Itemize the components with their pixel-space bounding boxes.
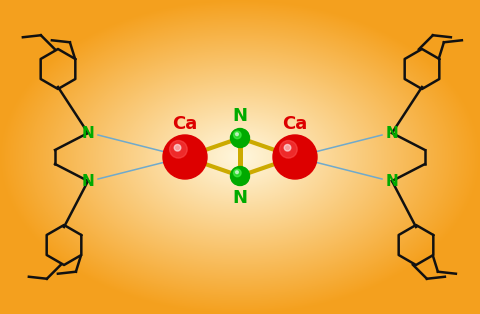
Text: N: N [385,126,398,140]
Circle shape [273,135,317,179]
Text: Ca: Ca [172,115,198,133]
Text: N: N [82,126,95,140]
Circle shape [236,171,239,174]
Circle shape [163,135,207,179]
Circle shape [230,128,250,148]
Text: N: N [385,174,398,188]
Circle shape [234,169,241,177]
Circle shape [169,140,187,158]
Text: Ca: Ca [282,115,308,133]
Circle shape [174,144,181,151]
Circle shape [279,140,297,158]
Circle shape [230,166,250,186]
Text: N: N [232,189,248,207]
Text: N: N [232,107,248,125]
Text: N: N [82,174,95,188]
Circle shape [236,133,239,136]
Circle shape [284,144,291,151]
Circle shape [234,131,241,139]
